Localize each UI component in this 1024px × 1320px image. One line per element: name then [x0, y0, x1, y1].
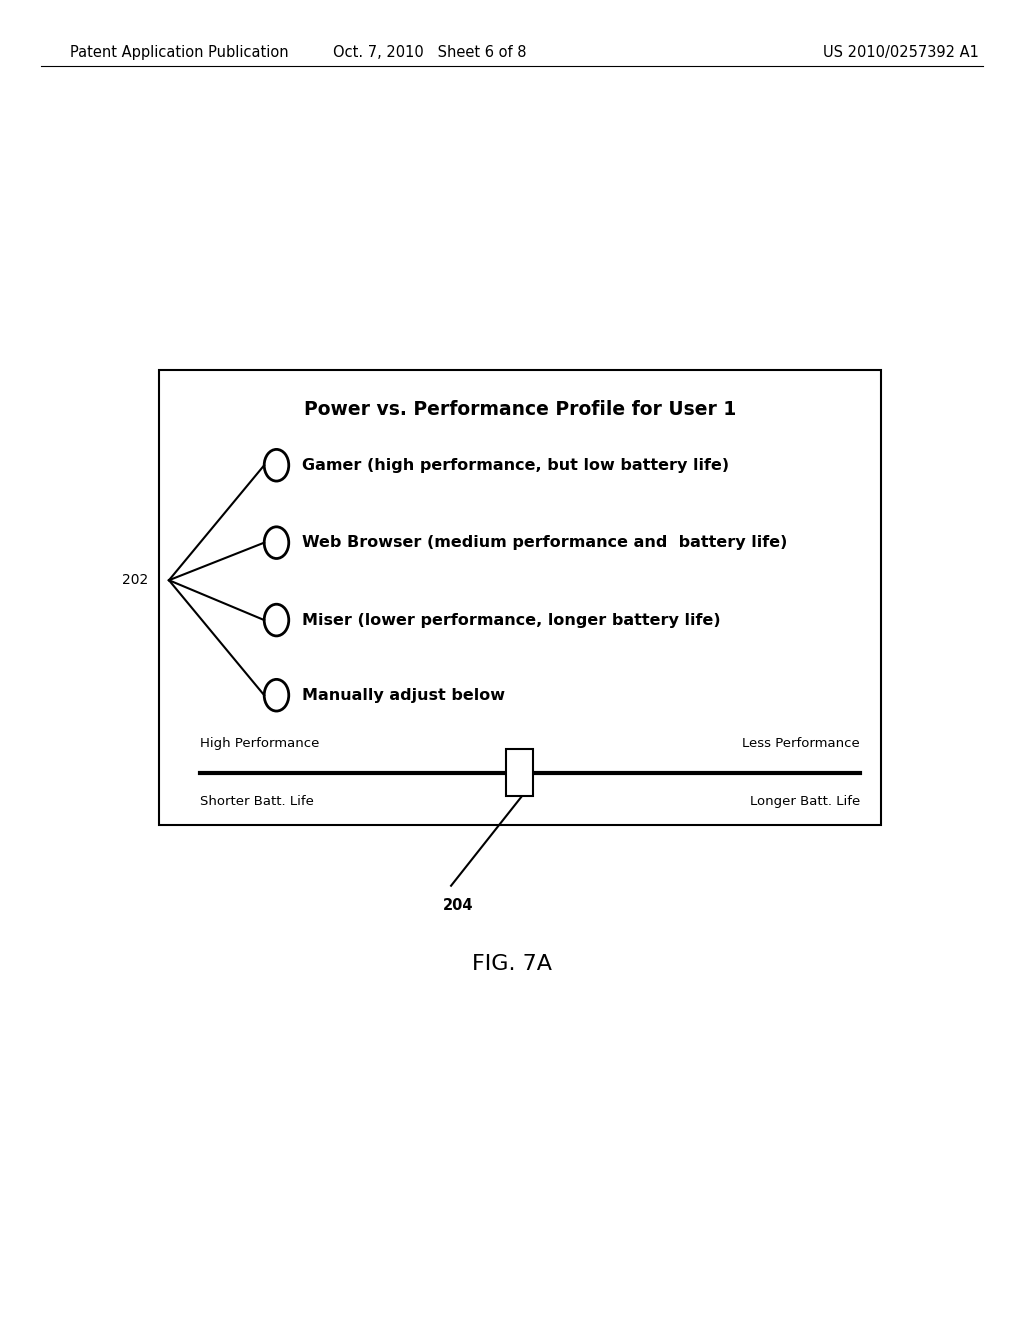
Text: Miser (lower performance, longer battery life): Miser (lower performance, longer battery… — [302, 612, 721, 627]
Text: Shorter Batt. Life: Shorter Batt. Life — [200, 795, 313, 808]
Text: FIG. 7A: FIG. 7A — [472, 953, 552, 974]
Text: Power vs. Performance Profile for User 1: Power vs. Performance Profile for User 1 — [303, 400, 736, 418]
Text: Web Browser (medium performance and  battery life): Web Browser (medium performance and batt… — [302, 535, 787, 550]
Bar — [159, 370, 881, 825]
Text: Manually adjust below: Manually adjust below — [302, 688, 505, 702]
Text: Patent Application Publication: Patent Application Publication — [70, 45, 289, 61]
Text: Longer Batt. Life: Longer Batt. Life — [750, 795, 860, 808]
Text: Oct. 7, 2010   Sheet 6 of 8: Oct. 7, 2010 Sheet 6 of 8 — [334, 45, 526, 61]
Text: High Performance: High Performance — [200, 737, 319, 750]
Text: 202: 202 — [122, 573, 148, 587]
Text: Less Performance: Less Performance — [742, 737, 860, 750]
Text: Gamer (high performance, but low battery life): Gamer (high performance, but low battery… — [302, 458, 729, 473]
Bar — [506, 748, 532, 796]
Text: US 2010/0257392 A1: US 2010/0257392 A1 — [823, 45, 979, 61]
Text: 204: 204 — [442, 898, 473, 912]
